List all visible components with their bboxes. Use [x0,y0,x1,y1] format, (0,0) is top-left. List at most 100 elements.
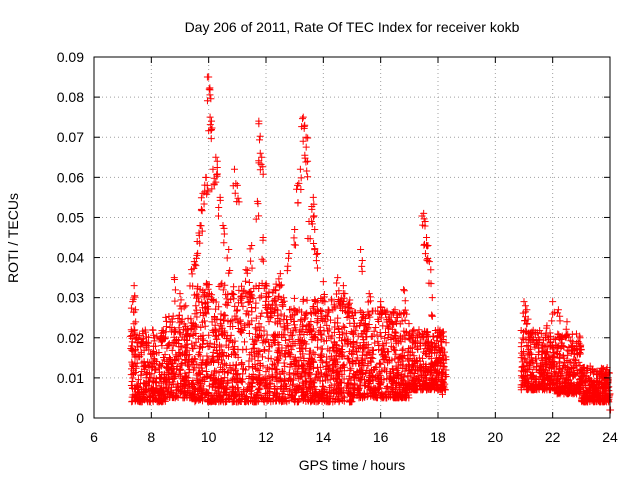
data-point [250,344,258,352]
data-point [205,85,213,93]
data-point [253,365,261,373]
data-point [316,377,324,385]
data-point [256,385,264,393]
data-point [338,352,346,360]
data-point [390,344,398,352]
data-point [337,385,345,393]
data-point [428,376,436,384]
data-point [174,314,182,322]
x-tick-label: 22 [545,429,561,445]
data-point [168,365,176,373]
data-point [248,242,256,250]
data-point [345,299,353,307]
data-point [287,332,295,340]
data-point [375,318,383,326]
data-point [287,305,295,313]
data-point [349,383,357,391]
data-point [141,326,149,334]
data-point [260,375,268,383]
data-point [328,372,336,380]
data-point [184,379,192,387]
data-point [163,357,171,365]
data-point [204,389,212,397]
data-point [353,348,361,356]
data-point [141,362,149,370]
data-point [309,193,317,201]
data-point [150,374,158,382]
data-point [137,348,145,356]
data-point [131,385,139,393]
data-point [231,302,239,310]
data-point [359,370,367,378]
data-point [176,366,184,374]
data-point [271,318,279,326]
data-point [281,395,289,403]
data-point [225,246,233,254]
data-point [329,367,337,375]
data-point [153,387,161,395]
data-point [182,302,190,310]
data-point [229,375,237,383]
data-point [438,378,446,386]
data-point [398,317,406,325]
data-point [290,369,298,377]
data-point [427,360,435,368]
data-point [311,297,319,305]
data-point [205,281,213,289]
data-point [200,293,208,301]
data-point [393,369,401,377]
data-point [357,246,365,254]
data-point [370,327,378,335]
data-point [405,329,413,337]
data-point [311,309,319,317]
x-tick-label: 20 [488,429,504,445]
data-point [209,383,217,391]
data-point [362,333,370,341]
data-point [328,352,336,360]
data-point [252,299,260,307]
data-point [290,241,298,249]
y-tick-label: 0.02 [57,330,84,346]
data-point [230,376,238,384]
data-point [238,378,246,386]
data-point [142,374,150,382]
data-point [131,353,139,361]
data-point [288,331,296,339]
data-point [182,348,190,356]
data-point [323,337,331,345]
data-point [155,364,163,372]
data-point [243,293,251,301]
data-point [248,317,256,325]
data-point [428,311,436,319]
data-point [230,283,238,291]
data-point [223,295,231,303]
data-point [232,391,240,399]
data-point [233,306,241,314]
data-point [268,364,276,372]
data-point [297,185,305,193]
data-point [203,373,211,381]
data-point [312,396,320,404]
data-point [193,379,201,387]
data-point [432,343,440,351]
data-point [358,362,366,370]
data-point [257,323,265,331]
data-point [421,345,429,353]
data-point [211,314,219,322]
data-point [227,296,235,304]
data-point [220,349,228,357]
data-point [537,330,545,338]
data-point [159,378,167,386]
data-point [239,370,247,378]
data-point [236,317,244,325]
data-point [292,388,300,396]
x-axis-label: GPS time / hours [299,457,406,473]
data-point [310,303,318,311]
data-point [240,398,248,406]
data-point [349,314,357,322]
data-point [290,294,298,302]
data-point [314,363,322,371]
data-point [340,294,348,302]
data-point [275,341,283,349]
data-point [366,313,374,321]
